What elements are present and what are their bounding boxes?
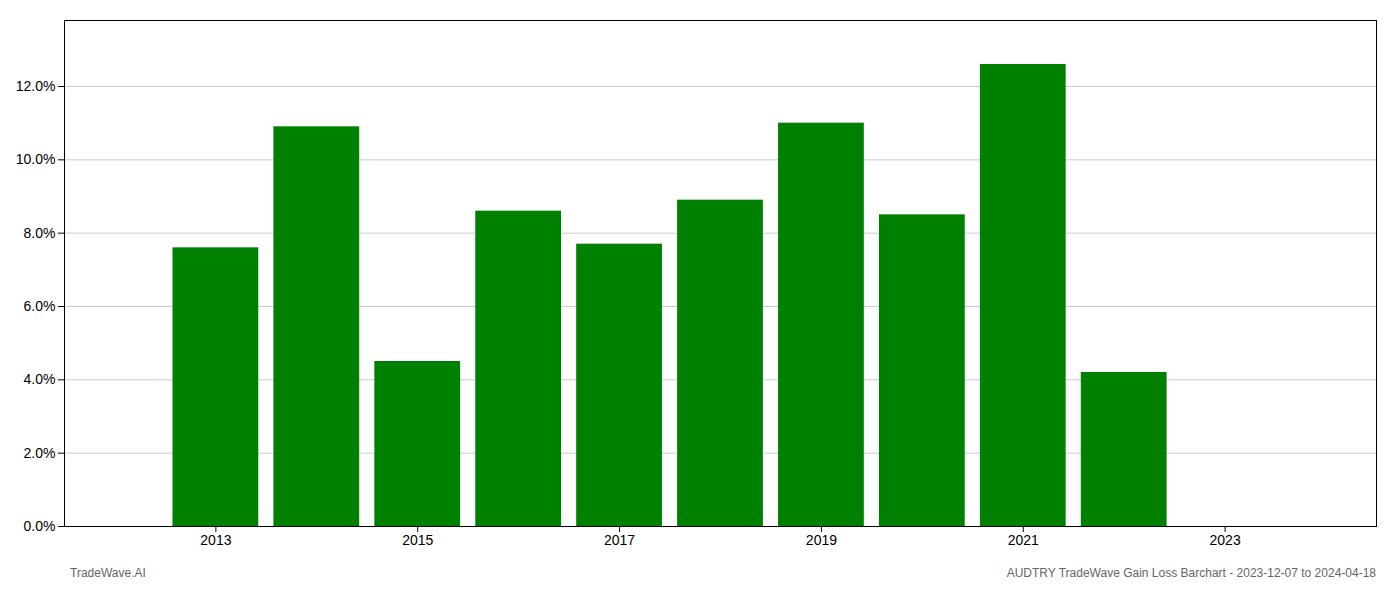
svg-text:2015: 2015 xyxy=(402,532,433,548)
svg-text:2013: 2013 xyxy=(200,532,231,548)
svg-text:6.0%: 6.0% xyxy=(24,298,56,314)
svg-text:10.0%: 10.0% xyxy=(16,151,56,167)
svg-text:12.0%: 12.0% xyxy=(16,78,56,94)
svg-text:2023: 2023 xyxy=(1210,532,1241,548)
html-text:AUDTRY TradeWave Gain Loss Bar: AUDTRY TradeWave Gain Loss Barchart - 20… xyxy=(1006,566,1376,580)
svg-text:2021: 2021 xyxy=(1008,532,1039,548)
svg-text:2019: 2019 xyxy=(806,532,837,548)
svg-text:4.0%: 4.0% xyxy=(24,371,56,387)
html-text:TradeWave.AI: TradeWave.AI xyxy=(70,566,146,580)
svg-text:8.0%: 8.0% xyxy=(24,225,56,241)
svg-text:2017: 2017 xyxy=(604,532,635,548)
svg-text:2.0%: 2.0% xyxy=(24,445,56,461)
svg-text:0.0%: 0.0% xyxy=(24,518,56,534)
